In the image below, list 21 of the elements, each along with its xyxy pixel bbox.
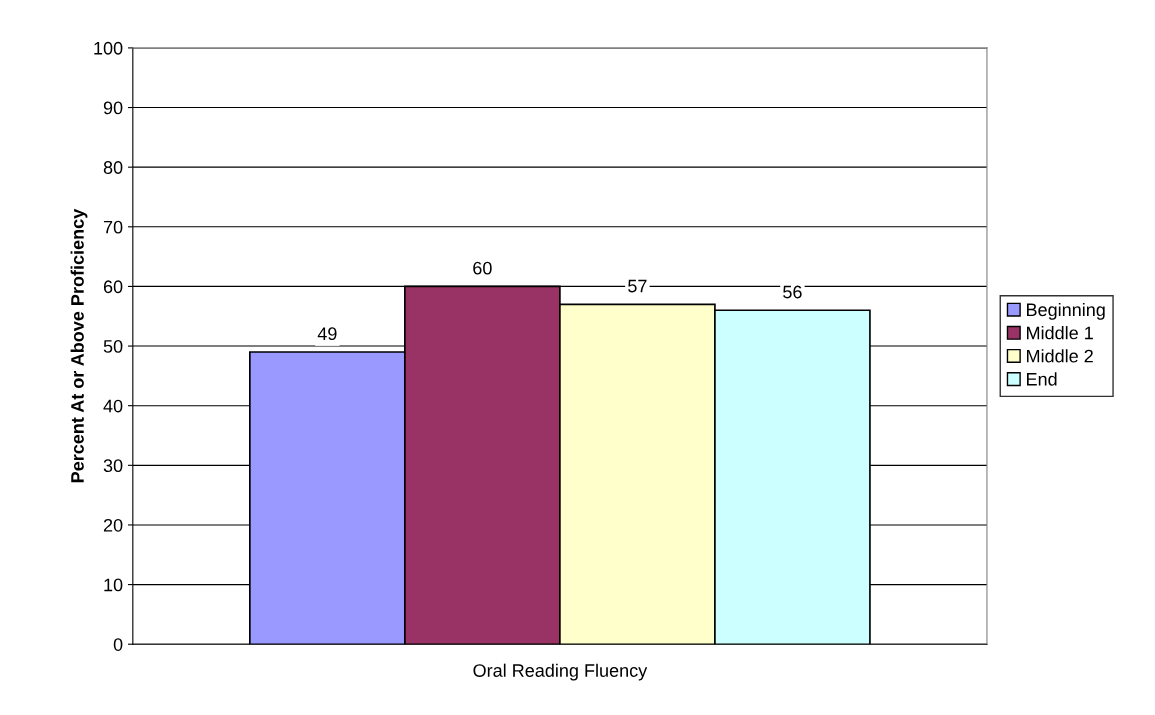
y-tick-label: 90 — [103, 101, 123, 115]
legend-label: Middle 2 — [1027, 349, 1093, 363]
y-tick-label: 100 — [94, 41, 123, 55]
y-tick-label: 50 — [103, 339, 123, 353]
data-label: 60 — [473, 261, 492, 275]
y-tick-label: 20 — [103, 518, 123, 532]
y-tick-label: 60 — [103, 280, 123, 294]
legend-label: Beginning — [1027, 302, 1105, 320]
data-label: 56 — [783, 285, 802, 299]
x-tick-label: Oral Reading Fluency — [473, 663, 648, 681]
y-tick-label: 70 — [103, 220, 123, 234]
y-tick-label: 80 — [103, 161, 123, 174]
legend-label: End — [1027, 372, 1057, 386]
y-tick-label: 0 — [113, 638, 123, 651]
data-label: 49 — [317, 327, 337, 341]
y-tick-label: 30 — [103, 459, 123, 473]
y-tick-label: 40 — [103, 399, 123, 413]
legend-label: Middle 1 — [1027, 326, 1093, 340]
y-axis-title: Percent At or Above Proficiency — [70, 208, 88, 483]
data-label: 57 — [628, 279, 647, 293]
y-tick-label: 10 — [104, 578, 123, 592]
